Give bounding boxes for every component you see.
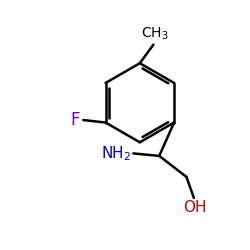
Text: NH$_2$: NH$_2$ <box>100 144 131 163</box>
Text: CH$_3$: CH$_3$ <box>141 25 169 42</box>
Text: F: F <box>71 111 80 129</box>
Text: OH: OH <box>183 200 207 216</box>
